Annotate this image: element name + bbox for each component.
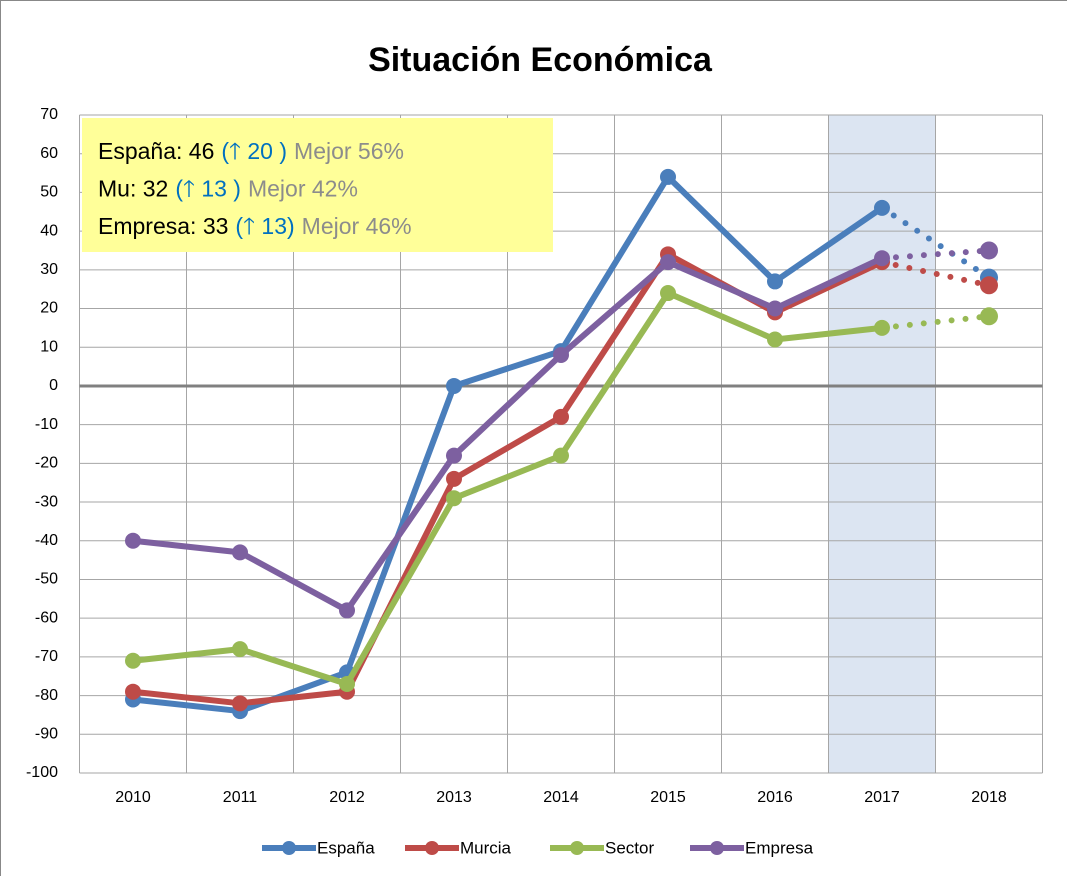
y-tick-label: 0	[49, 377, 58, 394]
legend-label: España	[317, 838, 375, 857]
marker	[446, 447, 462, 464]
y-tick-label: 70	[40, 106, 58, 123]
y-tick-label: -20	[35, 455, 58, 472]
marker	[446, 490, 462, 507]
marker	[232, 641, 248, 658]
marker	[553, 447, 569, 464]
marker	[980, 241, 998, 260]
marker	[767, 300, 783, 317]
y-tick-label: -70	[35, 648, 58, 665]
x-tick-label: 2013	[436, 789, 472, 806]
marker	[980, 307, 998, 326]
y-tick-label: 30	[40, 261, 58, 278]
marker	[232, 695, 248, 712]
y-tick-label: 10	[40, 338, 58, 355]
annotation-note: Mejor 42%	[248, 176, 358, 202]
y-tick-label: -10	[35, 416, 58, 433]
y-tick-label: -80	[35, 687, 58, 704]
legend-label: Empresa	[745, 838, 814, 857]
marker	[446, 377, 462, 394]
annotation-box	[82, 118, 553, 252]
marker	[232, 544, 248, 561]
x-tick-label: 2014	[543, 789, 579, 806]
annotation: Mu: 32 (🡑 13 ) Mejor 42%	[98, 176, 358, 202]
marker	[874, 319, 890, 336]
y-tick-label: -30	[35, 493, 58, 510]
annotation-text: Empresa: 33	[98, 213, 228, 239]
annotation: España: 46 (🡑 20 ) Mejor 56%	[98, 138, 404, 164]
marker	[446, 470, 462, 487]
x-tick-label: 2012	[329, 789, 365, 806]
marker	[660, 285, 676, 302]
y-tick-label: 40	[40, 222, 58, 239]
legend-marker	[710, 841, 724, 855]
y-tick-label: 60	[40, 145, 58, 162]
marker	[553, 346, 569, 363]
marker	[660, 254, 676, 271]
legend-marker	[282, 841, 296, 855]
chart-title: Situación Económica	[368, 41, 713, 79]
marker	[980, 276, 998, 295]
x-tick-label: 2018	[971, 789, 1007, 806]
x-tick-label: 2017	[864, 789, 900, 806]
y-tick-label: -100	[26, 764, 58, 781]
marker	[767, 331, 783, 348]
y-tick-label: 20	[40, 300, 58, 317]
marker	[339, 675, 355, 692]
annotation-change: (🡑 20 )	[221, 138, 287, 164]
marker	[125, 532, 141, 549]
legend-label: Sector	[605, 838, 654, 857]
series-projection	[879, 247, 992, 262]
marker	[125, 652, 141, 669]
x-tick-label: 2010	[115, 789, 151, 806]
series-line	[132, 290, 883, 687]
marker	[874, 250, 890, 267]
marker	[553, 408, 569, 425]
series-projection	[879, 313, 992, 331]
marker	[125, 683, 141, 700]
y-tick-label: -40	[35, 532, 58, 549]
series-line	[132, 255, 884, 614]
annotation-text: España: 46	[98, 138, 214, 164]
marker	[339, 602, 355, 619]
annotation-note: Mejor 56%	[294, 138, 404, 164]
legend-label: Murcia	[460, 838, 512, 857]
annotation-text: Mu: 32	[98, 176, 168, 202]
x-tick-label: 2016	[757, 789, 793, 806]
annotation-note: Mejor 46%	[302, 213, 412, 239]
series-projection	[879, 259, 992, 289]
y-tick-label: -90	[35, 726, 58, 743]
annotation: Empresa: 33 (🡑 13) Mejor 46%	[98, 213, 412, 239]
y-tick-label: -60	[35, 609, 58, 626]
annotation-change: (🡑 13 )	[175, 176, 241, 202]
x-tick-label: 2011	[223, 789, 258, 806]
highlight-band	[828, 114, 936, 774]
series-line	[132, 173, 884, 715]
y-tick-label: -50	[35, 571, 58, 588]
marker	[767, 273, 783, 290]
marker	[660, 168, 676, 185]
marker	[874, 199, 890, 216]
y-tick-label: 50	[40, 184, 58, 201]
legend-marker	[570, 841, 584, 855]
legend-marker	[425, 841, 439, 855]
annotation-change: (🡑 13)	[235, 213, 294, 239]
x-tick-label: 2015	[650, 789, 686, 806]
